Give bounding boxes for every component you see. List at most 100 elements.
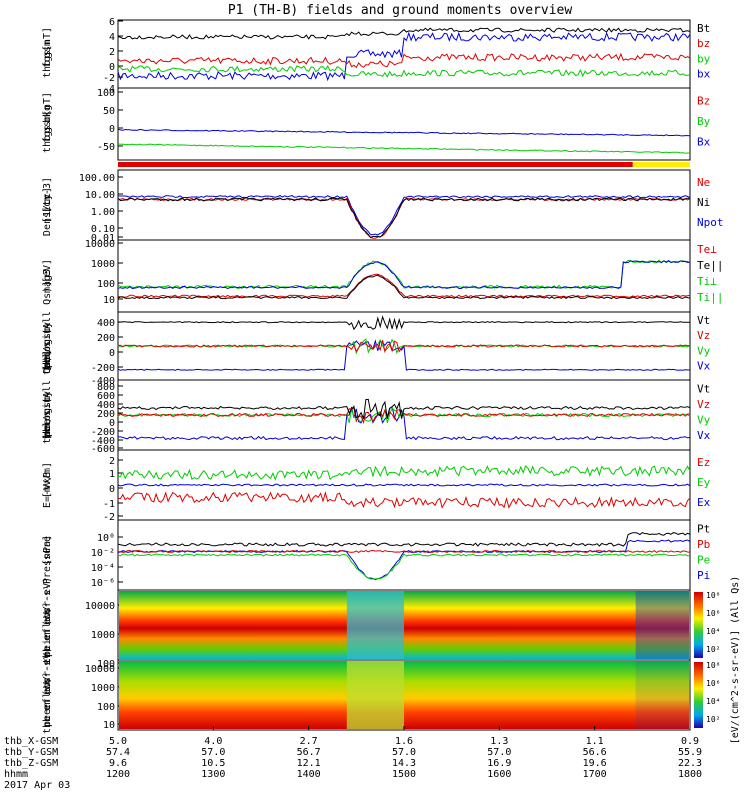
- date-label: 2017 Apr 03: [4, 780, 70, 791]
- legend-Bz: Bz: [697, 94, 710, 107]
- legend-Npot: Npot: [697, 216, 724, 229]
- panel-ylabel: thb: [42, 135, 53, 153]
- y-tick-label: -200: [91, 363, 115, 374]
- x-tick-label: 14.3: [392, 758, 416, 769]
- panel-ylabel: [1/cc]: [42, 187, 53, 223]
- x-tick-label: 57.0: [201, 747, 225, 758]
- y-tick-label: 1000: [91, 259, 115, 270]
- panel-ylabel: bkg: [42, 105, 53, 123]
- x-tick-label: 1.3: [490, 736, 508, 747]
- panel-ylabel: [cm-3]: [42, 177, 53, 213]
- x-tick-label: 10.5: [201, 758, 225, 769]
- y-tick-label: 100: [97, 659, 115, 670]
- y-tick-label: 0: [109, 484, 115, 495]
- y-tick-label: 100: [97, 279, 115, 290]
- y-tick-label: 100: [97, 88, 115, 99]
- panel-frame: [117, 239, 691, 313]
- panel-p8: Pressure[nPa] 10⁰ 10⁻² 10⁻⁴ 10⁻⁶ Pt Pb Pe Pi: [42, 519, 710, 591]
- series-bz: [117, 52, 691, 69]
- x-tick-label: 57.0: [392, 747, 416, 758]
- legend-Ni: Ni: [697, 196, 710, 209]
- x-tick-label: 9.6: [109, 758, 127, 769]
- spectrogram-gap: [346, 591, 404, 659]
- legend-Ti||: Ti||: [697, 291, 724, 304]
- x-tick-label: 22.3: [678, 758, 702, 769]
- y-tick-label: 2: [109, 47, 115, 58]
- x-tick-label: 12.1: [297, 758, 321, 769]
- y-tick-label: 100: [97, 702, 115, 713]
- y-tick-label: 10.00: [85, 190, 115, 201]
- y-tick-label: 800: [97, 382, 115, 393]
- panel-ylabel: thb: [42, 426, 53, 444]
- y-tick-label: 50: [103, 106, 115, 117]
- colorbar-tick: 10²: [706, 715, 720, 724]
- panel-ylabel: thb: [42, 357, 53, 375]
- panel-ylabel: [nT]: [42, 92, 53, 116]
- legend-Te||: Te||: [697, 259, 724, 272]
- colorbar-top: [694, 592, 703, 658]
- panel-ylabel: [nPa]: [42, 535, 53, 565]
- legend-Pe: Pe: [697, 554, 710, 567]
- series-Pe: [117, 553, 690, 580]
- x-tick-label: 1.6: [395, 736, 413, 747]
- series-Ti-perp: [117, 260, 691, 290]
- x-tick-label: 56.7: [297, 747, 321, 758]
- colorbar-tick: 10⁸: [706, 591, 720, 600]
- x-tick-label: 55.9: [678, 747, 702, 758]
- y-tick-label: 0: [109, 418, 115, 429]
- legend-Ne: Ne: [697, 176, 710, 189]
- legend-Ey: Ey: [697, 476, 711, 489]
- series-by: [117, 65, 691, 78]
- y-tick-label: 0.01: [91, 233, 115, 244]
- legend-Bt: Bt: [697, 22, 710, 35]
- x-row-label: thb_Y-GSM: [4, 747, 58, 758]
- legend-bx: bx: [697, 67, 711, 80]
- panel-ylabel: thb: [42, 60, 53, 78]
- y-tick-label: 1000: [91, 683, 115, 694]
- x-tick-label: 56.6: [583, 747, 607, 758]
- panel-ylabel: (cm²-s-: [42, 584, 53, 626]
- panel-frame: [117, 449, 691, 521]
- status-bar-red: [118, 162, 633, 167]
- y-tick-label: 400: [97, 400, 115, 411]
- x-row-label: thb_X-GSM: [4, 736, 58, 747]
- y-tick-label: 200: [97, 409, 115, 420]
- y-tick-label: 0: [109, 348, 115, 359]
- spectrogram-late: [635, 591, 689, 659]
- y-tick-label: 600: [97, 391, 115, 402]
- series-Pi: [117, 539, 691, 581]
- y-tick-label: -400: [91, 436, 115, 447]
- y-tick-label: 1000: [91, 630, 115, 641]
- y-tick-label: -200: [91, 427, 115, 438]
- series-Vz: [117, 340, 691, 354]
- y-tick-label: 10000: [85, 664, 115, 675]
- y-tick-label: 4: [109, 32, 115, 43]
- panel-ylabel: peer: [42, 703, 53, 727]
- panel-p4: mag3[eV] 10000 1000 100 10 Te⊥ Te|| Ti⊥ Ti||: [42, 239, 724, 313]
- panel-ylabel: eV/: [42, 606, 53, 624]
- x-row-label: hhmm: [4, 769, 28, 780]
- panel-ylabel: Pressure: [42, 536, 53, 584]
- legend-Ex: Ex: [697, 496, 711, 509]
- colorbar-tick: 10²: [706, 645, 720, 654]
- x-tick-label: 1.1: [586, 736, 604, 747]
- panel-ylabel: gsm: [42, 40, 53, 58]
- spectrogram-late: [635, 661, 689, 729]
- panel-ylabel: peer: [42, 413, 53, 437]
- panel-ylabel: E=-VxB: [42, 472, 53, 508]
- panel-ylabel: [km/s (All Qs)]: [42, 350, 53, 440]
- y-tick-label: -2: [103, 73, 115, 84]
- panel-ylabel: [mV/m]: [42, 462, 53, 498]
- y-tick-label: 100.00: [79, 173, 115, 184]
- series-Vz: [117, 407, 691, 425]
- panel-ylabel: fgs: [42, 125, 53, 143]
- series-Vt: [117, 315, 691, 331]
- y-tick-label: -50: [97, 142, 115, 153]
- y-tick-label: 10⁰: [97, 533, 115, 544]
- legend-Vy: Vy: [697, 414, 711, 427]
